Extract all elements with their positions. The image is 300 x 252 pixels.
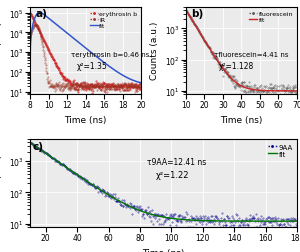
Text: b): b) (191, 9, 204, 19)
Legend: fluorescein, fit: fluorescein, fit (249, 11, 294, 23)
X-axis label: Time (ns): Time (ns) (220, 115, 262, 124)
Text: χ²=1.128: χ²=1.128 (219, 61, 254, 71)
Y-axis label: Counts (a.u.): Counts (a.u.) (0, 22, 3, 80)
Text: χ²=1.22: χ²=1.22 (155, 170, 189, 179)
X-axis label: Time (ns): Time (ns) (64, 115, 107, 124)
Text: a): a) (36, 9, 47, 19)
Y-axis label: Counts (a.u.): Counts (a.u.) (150, 22, 159, 80)
Legend: erythrosin b, IR, fit: erythrosin b, IR, fit (89, 11, 138, 30)
Text: c): c) (33, 142, 44, 151)
Legend: 9AA, fit: 9AA, fit (268, 143, 293, 158)
Text: τerythrosin b=0.46 ns: τerythrosin b=0.46 ns (71, 51, 149, 57)
Text: χ²=1.35: χ²=1.35 (77, 61, 107, 71)
Text: τfluorescein=4.41 ns: τfluorescein=4.41 ns (214, 51, 288, 57)
Y-axis label: Counts (a.u.): Counts (a.u.) (0, 154, 3, 212)
X-axis label: Time (ns): Time (ns) (142, 247, 185, 252)
Text: τ9AA=12.41 ns: τ9AA=12.41 ns (148, 157, 207, 166)
